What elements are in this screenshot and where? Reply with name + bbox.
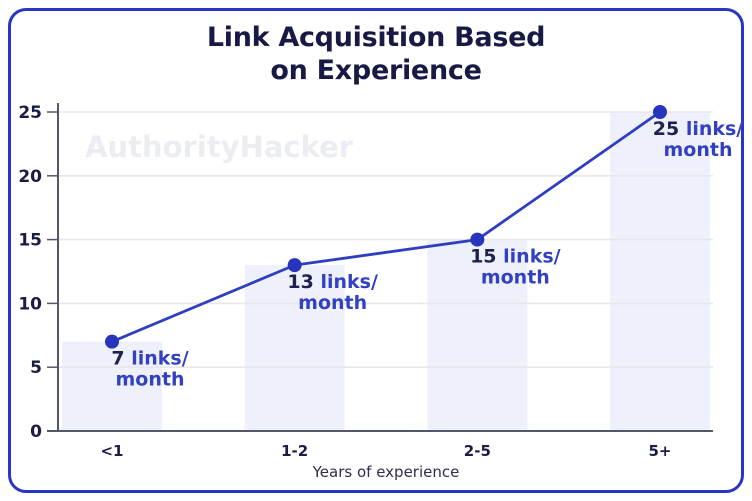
y-tick-label: 20	[18, 167, 42, 187]
point-label-line1: 13 links/	[287, 271, 378, 293]
point-label-unit: links/	[686, 118, 743, 140]
y-tick-label: 25	[18, 103, 42, 123]
point-label-line1: 7 links/	[111, 348, 188, 370]
background-bar	[244, 265, 345, 431]
y-tick-label: 0	[30, 422, 42, 442]
x-tick-label: 5+	[649, 442, 672, 460]
data-point	[470, 232, 485, 247]
background-bar	[62, 341, 162, 431]
background-bars	[62, 112, 711, 431]
point-label-line1: 15 links/	[470, 246, 561, 268]
point-label-line2: month	[116, 369, 185, 391]
point-label-unit: links/	[320, 271, 377, 293]
point-label-line2: month	[298, 292, 367, 314]
data-series	[105, 105, 668, 349]
x-tick-label: <1	[100, 442, 123, 460]
chart-title: Link Acquisition Based on Experience	[0, 21, 752, 87]
point-label-number: 13	[287, 271, 320, 293]
point-label-number: 15	[470, 246, 503, 268]
y-tick-label: 10	[18, 294, 42, 314]
data-point	[287, 258, 302, 273]
x-axis-title: Years of experience	[312, 463, 460, 481]
point-label-line1: 25 links/	[653, 118, 744, 140]
gridlines: 0 5 10 15 20 25	[18, 103, 713, 442]
x-tick-label: 2-5	[464, 442, 491, 460]
data-line	[111, 110, 661, 343]
point-label-line2: month	[664, 139, 733, 161]
point-label-number: 7	[111, 348, 131, 370]
background-bar	[610, 112, 711, 431]
y-tick-label: 5	[30, 358, 42, 378]
point-label-number: 25	[653, 118, 686, 140]
y-tick-label: 15	[18, 231, 42, 251]
data-point	[653, 105, 668, 119]
chart-title-line1: Link Acquisition Based	[206, 22, 546, 53]
chart-title-line2: on Experience	[270, 55, 482, 86]
data-point	[105, 334, 119, 349]
point-label-line2: month	[481, 267, 550, 289]
watermark: AuthorityHacker	[85, 130, 354, 164]
background-bar	[427, 239, 528, 431]
axes	[47, 103, 713, 432]
point-label-unit: links/	[131, 348, 188, 370]
point-label-unit: links/	[503, 246, 560, 268]
x-tick-label: 1-2	[281, 442, 308, 460]
